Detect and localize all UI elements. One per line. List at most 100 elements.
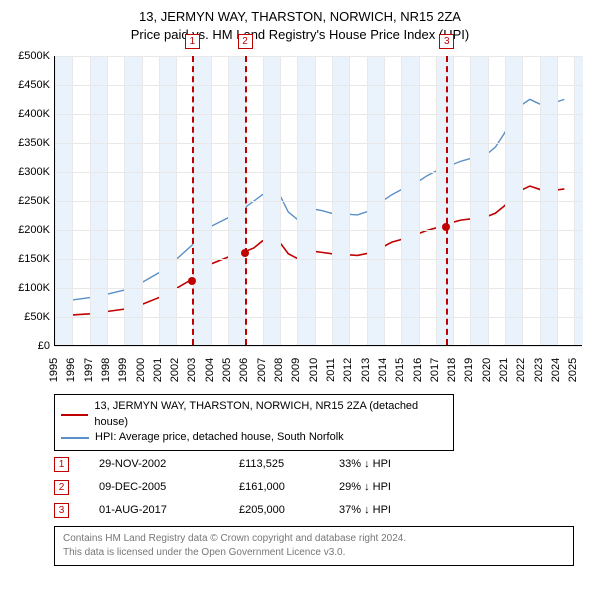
x-axis-label: 2012 [342, 358, 354, 382]
y-axis-label: £350K [10, 137, 50, 149]
gridline-v [142, 56, 143, 345]
footer-line-2: This data is licensed under the Open Gov… [63, 546, 565, 560]
gridline-v [107, 56, 108, 345]
gridline-h [55, 56, 582, 57]
x-axis-label: 2016 [412, 358, 424, 382]
gridline-v [453, 56, 454, 345]
x-axis-label: 2005 [221, 358, 233, 382]
y-axis-label: £0 [10, 340, 50, 352]
x-axis-label: 2000 [135, 358, 147, 382]
event-date: 09-DEC-2005 [99, 481, 239, 493]
legend: 13, JERMYN WAY, THARSTON, NORWICH, NR15 … [54, 394, 454, 450]
x-axis-label: 1995 [48, 358, 60, 382]
event-price: £205,000 [239, 504, 339, 516]
gridline-v [436, 56, 437, 345]
y-axis-label: £300K [10, 166, 50, 178]
gridline-h [55, 259, 582, 260]
x-axis-label: 2021 [498, 358, 510, 382]
gridline-v [540, 56, 541, 345]
gridline-h [55, 346, 582, 347]
x-axis-label: 2011 [325, 359, 337, 383]
gridline-v [522, 56, 523, 345]
event-table-row: 1 29-NOV-2002£113,52533% ↓ HPI [54, 457, 590, 472]
x-axis-label: 2008 [273, 358, 285, 382]
x-axis-label: 1999 [117, 358, 129, 382]
gridline-h [55, 201, 582, 202]
x-axis-label: 2020 [481, 358, 493, 382]
y-axis-label: £450K [10, 79, 50, 91]
x-axis-label: 2019 [463, 358, 475, 382]
gridline-v [211, 56, 212, 345]
gridline-v [90, 56, 91, 345]
x-axis-label: 2025 [567, 358, 579, 382]
gridline-v [280, 56, 281, 345]
y-axis-label: £500K [10, 50, 50, 62]
event-line [192, 56, 194, 345]
event-price: £113,525 [239, 458, 339, 470]
x-axis-label: 2003 [186, 358, 198, 382]
x-axis-label: 2024 [550, 358, 562, 382]
gridline-v [384, 56, 385, 345]
gridline-v [419, 56, 420, 345]
x-axis-label: 2001 [152, 358, 164, 382]
gridline-h [55, 85, 582, 86]
title-line-1: 13, JERMYN WAY, THARSTON, NORWICH, NR15 … [10, 8, 590, 26]
gridline-v [488, 56, 489, 345]
gridline-v [574, 56, 575, 345]
gridline-h [55, 230, 582, 231]
gridline-v [297, 56, 298, 345]
y-axis-label: £150K [10, 253, 50, 265]
legend-swatch-price-paid [61, 414, 88, 416]
gridline-h [55, 288, 582, 289]
x-axis-label: 2010 [308, 358, 320, 382]
plot-area: 123 [54, 56, 582, 346]
event-table-row: 301-AUG-2017£205,00037% ↓ HPI [54, 503, 590, 518]
gridline-v [557, 56, 558, 345]
event-marker-box: 2 [238, 34, 253, 49]
gridline-v [349, 56, 350, 345]
gridline-h [55, 143, 582, 144]
event-dot [241, 249, 249, 257]
event-dot [188, 277, 196, 285]
x-axis-label: 1996 [65, 358, 77, 382]
event-line [245, 56, 247, 345]
gridline-h [55, 172, 582, 173]
event-diff: 37% ↓ HPI [339, 504, 439, 516]
legend-swatch-hpi [61, 437, 89, 439]
gridline-v [55, 56, 56, 345]
gridline-v [124, 56, 125, 345]
gridline-v [505, 56, 506, 345]
gridline-v [176, 56, 177, 345]
gridline-v [401, 56, 402, 345]
gridline-h [55, 114, 582, 115]
footer: Contains HM Land Registry data © Crown c… [54, 526, 574, 566]
event-diff: 33% ↓ HPI [339, 458, 439, 470]
event-dot [442, 223, 450, 231]
legend-item-hpi: HPI: Average price, detached house, Sout… [61, 430, 447, 445]
event-num-box: 3 [54, 503, 69, 518]
x-axis-label: 2017 [429, 358, 441, 382]
gridline-v [332, 56, 333, 345]
gridline-v [72, 56, 73, 345]
event-line [446, 56, 448, 345]
gridline-h [55, 317, 582, 318]
chart: 123 £0£50K£100K£150K£200K£250K£300K£350K… [10, 50, 590, 390]
x-axis-label: 2014 [377, 358, 389, 382]
x-axis-label: 2002 [169, 358, 181, 382]
y-axis-label: £250K [10, 195, 50, 207]
gridline-v [228, 56, 229, 345]
y-axis-label: £50K [10, 311, 50, 323]
event-date: 29-NOV-2002 [99, 458, 239, 470]
x-axis-label: 2022 [515, 358, 527, 382]
x-axis-label: 2015 [394, 358, 406, 382]
x-axis-label: 2018 [446, 358, 458, 382]
x-axis-label: 2013 [360, 358, 372, 382]
title-line-2: Price paid vs. HM Land Registry's House … [10, 26, 590, 44]
event-num-box: 1 [54, 457, 69, 472]
x-axis-label: 2006 [238, 358, 250, 382]
y-axis-label: £100K [10, 282, 50, 294]
gridline-v [159, 56, 160, 345]
gridline-v [315, 56, 316, 345]
x-axis-label: 2023 [533, 358, 545, 382]
x-axis-label: 2004 [204, 358, 216, 382]
